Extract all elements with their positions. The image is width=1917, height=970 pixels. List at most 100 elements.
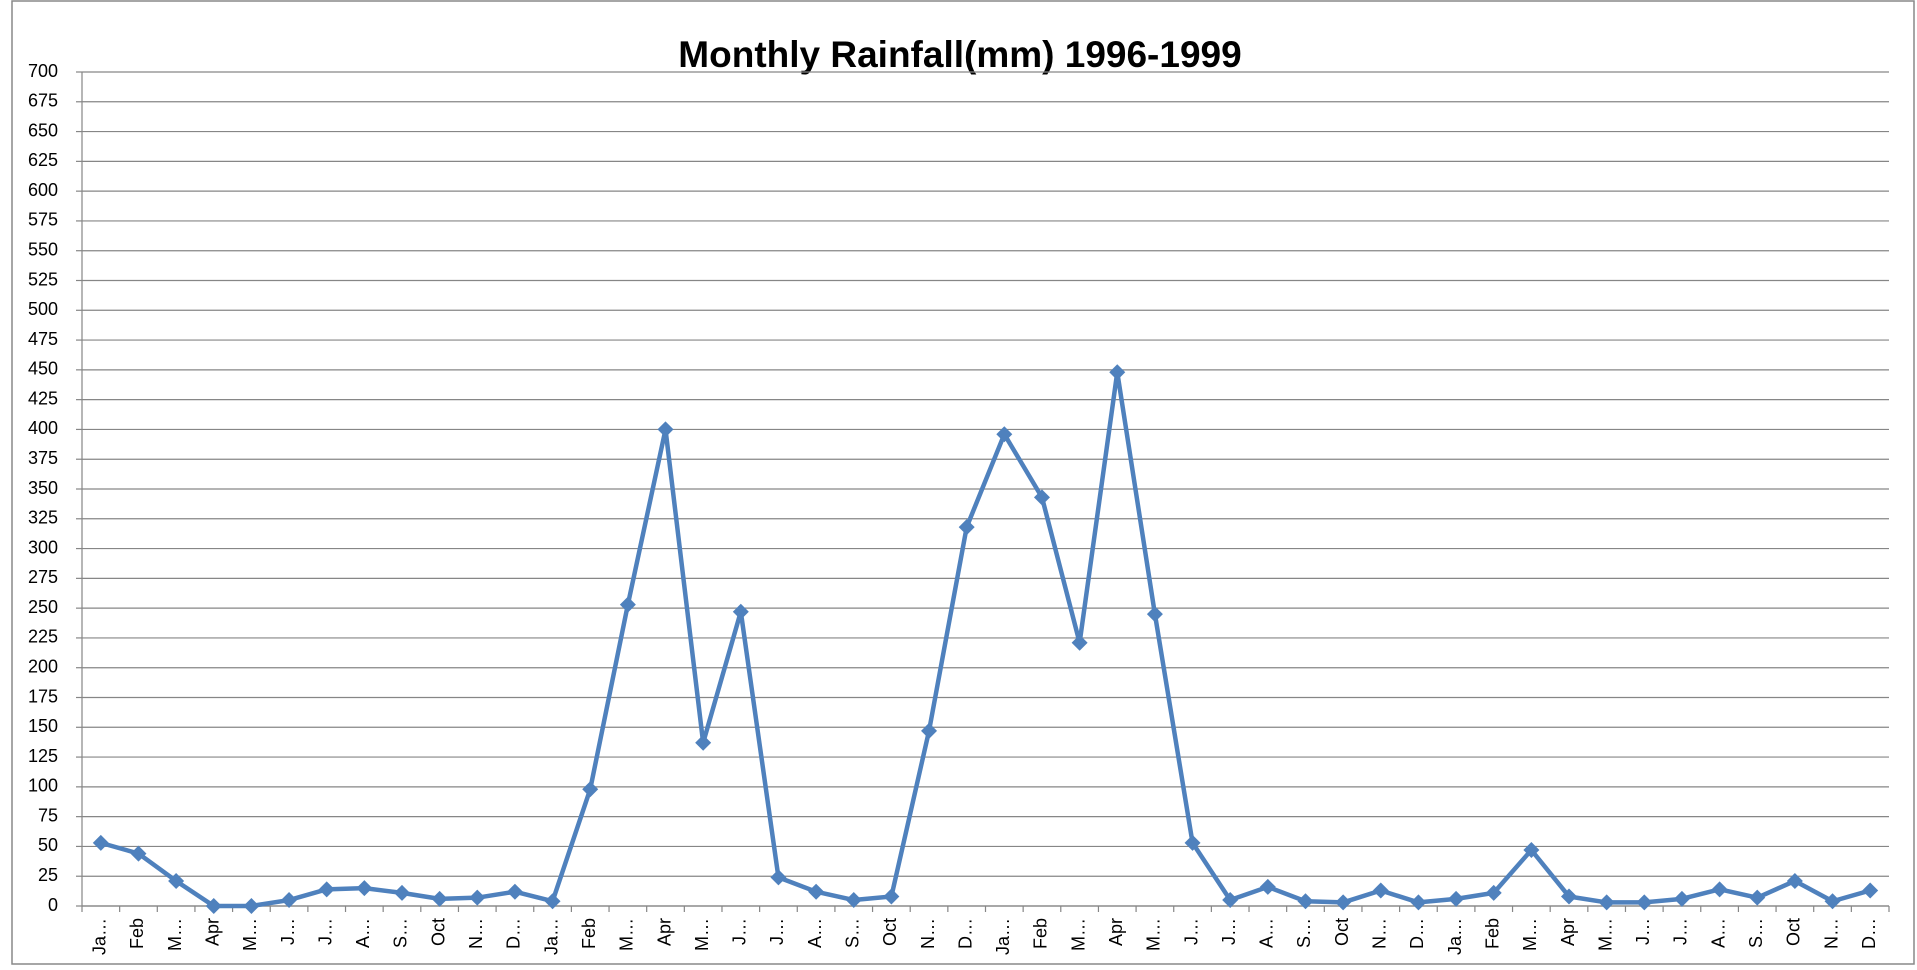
x-tick-label: A… (805, 918, 825, 948)
data-point (1824, 893, 1841, 910)
x-tick-label: M… (240, 918, 260, 951)
chart-border (11, 0, 1915, 965)
y-tick-label: 525 (28, 269, 58, 289)
data-point (1222, 892, 1239, 909)
data-point (582, 781, 599, 798)
x-tick-label: J… (1181, 918, 1201, 945)
y-tick-label: 400 (28, 418, 58, 438)
x-tick-label: J… (1219, 918, 1239, 945)
data-point (356, 880, 373, 897)
data-point (1033, 489, 1050, 506)
data-point (1071, 634, 1088, 651)
y-tick-label: 175 (28, 686, 58, 706)
data-point (1410, 894, 1427, 911)
y-tick-label: 75 (38, 805, 58, 825)
y-tick-label: 650 (28, 120, 58, 140)
data-point (168, 872, 185, 889)
data-point (1485, 884, 1502, 901)
x-tick-label: Feb (579, 918, 599, 949)
y-tick-label: 700 (28, 61, 58, 81)
data-point (1259, 878, 1276, 895)
x-tick-label: J… (278, 918, 298, 945)
data-point (506, 883, 523, 900)
data-point (1673, 890, 1690, 907)
data-point (1109, 364, 1126, 381)
y-tick-label: 425 (28, 388, 58, 408)
y-tick-label: 375 (28, 448, 58, 468)
x-tick-label: J… (315, 918, 335, 945)
x-tick-label: Oct (1784, 918, 1804, 946)
data-point (657, 421, 674, 438)
x-tick-label: A… (353, 918, 373, 948)
data-point (393, 884, 410, 901)
x-tick-label: N… (1821, 918, 1841, 949)
y-tick-label: 0 (48, 895, 58, 915)
x-tick-label: Apr (1106, 918, 1126, 946)
y-tick-label: 25 (38, 865, 58, 885)
y-tick-label: 225 (28, 627, 58, 647)
y-tick-label: 550 (28, 239, 58, 259)
data-point (1146, 606, 1163, 623)
x-tick-label: S… (391, 918, 411, 948)
y-tick-label: 450 (28, 359, 58, 379)
x-tick-label: Apr (1558, 918, 1578, 946)
data-point (243, 898, 260, 914)
data-point (1448, 890, 1465, 907)
x-tick-label: M… (1068, 918, 1088, 951)
x-tick-label: Feb (1482, 918, 1502, 949)
x-tick-label: M… (1144, 918, 1164, 951)
data-point (544, 893, 561, 910)
x-tick-label: Oct (1332, 918, 1352, 946)
data-point (205, 898, 222, 914)
y-tick-label: 325 (28, 508, 58, 528)
x-tick-label: M… (1520, 918, 1540, 951)
y-tick-label: 575 (28, 210, 58, 230)
data-point (1184, 834, 1201, 851)
x-tick-label: J… (730, 918, 750, 945)
data-point (1335, 894, 1352, 911)
x-tick-label: D… (955, 918, 975, 949)
y-tick-label: 100 (28, 776, 58, 796)
x-tick-label: M… (1595, 918, 1615, 951)
x-tick-label: Ja… (541, 918, 561, 955)
x-tick-label: J… (767, 918, 787, 945)
y-tick-label: 625 (28, 150, 58, 170)
data-point (1598, 894, 1615, 911)
y-tick-label: 125 (28, 746, 58, 766)
x-tick-label: M… (617, 918, 637, 951)
data-point (808, 883, 825, 900)
data-point (1523, 842, 1540, 859)
x-tick-label: J… (1633, 918, 1653, 945)
x-tick-label: Apr (203, 918, 223, 946)
y-tick-label: 475 (28, 329, 58, 349)
x-tick-label: A… (1708, 918, 1728, 948)
x-tick-label: D… (1407, 918, 1427, 949)
x-tick-label: N… (918, 918, 938, 949)
data-point (1561, 888, 1578, 905)
chart-title: Monthly Rainfall(mm) 1996-1999 (678, 34, 1241, 75)
x-tick-label: Ja… (1445, 918, 1465, 955)
x-tick-label: D… (1859, 918, 1879, 949)
x-tick-label: N… (466, 918, 486, 949)
data-point (958, 519, 975, 536)
x-tick-label: S… (1294, 918, 1314, 948)
y-tick-label: 300 (28, 537, 58, 557)
x-tick-label: Oct (428, 918, 448, 946)
data-point (130, 845, 147, 862)
data-point (1749, 889, 1766, 906)
data-point (1786, 872, 1803, 889)
x-tick-label: J… (1671, 918, 1691, 945)
y-tick-label: 250 (28, 597, 58, 617)
x-tick-label: N… (1370, 918, 1390, 949)
y-tick-label: 275 (28, 567, 58, 587)
x-tick-label: Oct (880, 918, 900, 946)
y-tick-label: 500 (28, 299, 58, 319)
x-tick-label: Ja… (993, 918, 1013, 955)
x-tick-label: Feb (127, 918, 147, 949)
data-point (732, 603, 749, 620)
x-tick-label: M… (692, 918, 712, 951)
data-point (921, 722, 938, 739)
data-point (996, 426, 1013, 443)
y-tick-label: 50 (38, 835, 58, 855)
